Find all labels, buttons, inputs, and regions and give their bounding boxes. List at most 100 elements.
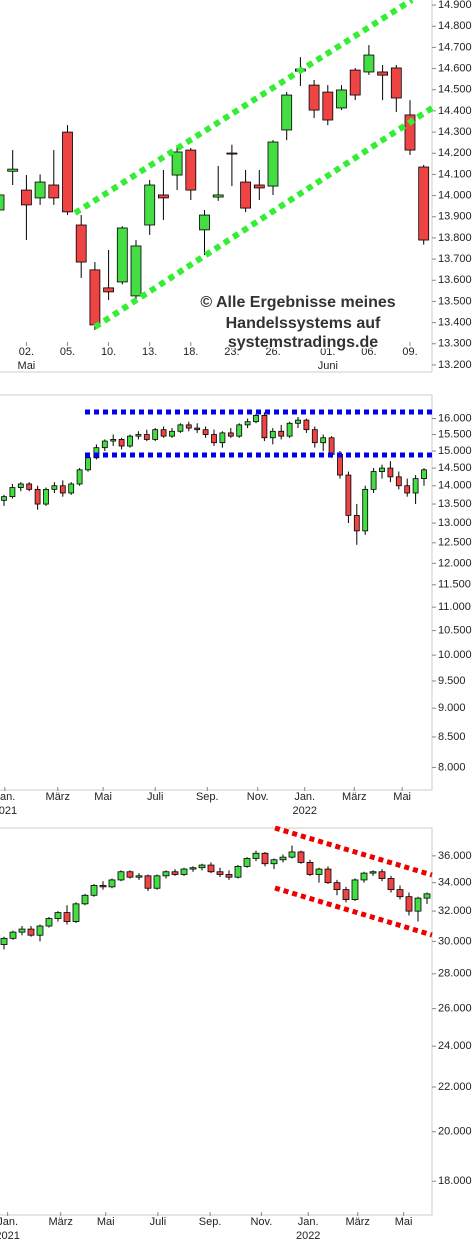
- candle-body: [370, 471, 377, 490]
- candle-body: [9, 931, 17, 939]
- candle-body: [278, 430, 285, 437]
- candle-body: [118, 439, 125, 447]
- candle-body: [171, 151, 183, 176]
- overlay: © Alle Ergebnisse meines Handelssystems …: [73, 0, 434, 938]
- x-tick-label: März: [46, 791, 70, 803]
- y-tick-label: 13.200: [438, 359, 472, 371]
- candle-body: [342, 889, 350, 900]
- y-tick-label: 18.000: [438, 1175, 472, 1187]
- candle-body: [0, 194, 5, 211]
- candle-body: [54, 912, 62, 919]
- candle-body: [17, 483, 24, 488]
- candle-body: [306, 862, 314, 875]
- y-tick-label: 36.000: [438, 850, 472, 862]
- candle-body: [227, 432, 234, 437]
- candle-body: [252, 852, 260, 859]
- candle-body: [127, 435, 133, 447]
- candle-body: [152, 429, 159, 440]
- x-tick-label: März: [345, 1216, 369, 1228]
- candle-body: [34, 181, 46, 199]
- candle-body: [387, 878, 395, 891]
- x-tick-label: Juli: [150, 1216, 167, 1228]
- y-tick-label: 9.500: [438, 675, 466, 687]
- candle-body: [261, 852, 269, 865]
- candle-body: [279, 856, 287, 861]
- y-tick-label: 14.500: [438, 84, 472, 96]
- candle-body: [1, 496, 7, 501]
- candle-body: [85, 457, 91, 471]
- candle-body: [412, 478, 419, 494]
- candle-body: [144, 184, 156, 226]
- candle-body: [81, 894, 89, 905]
- candle-body: [153, 875, 161, 889]
- candle-body: [103, 287, 114, 293]
- trend-channel: [274, 825, 433, 878]
- candle-body: [194, 427, 201, 431]
- candle-body: [414, 897, 422, 912]
- x-tick-label: 06.: [361, 346, 376, 358]
- y-tick-label: 12.000: [438, 557, 472, 569]
- y-tick-label: 13.600: [438, 274, 472, 286]
- candle-body: [336, 89, 347, 109]
- candle-body: [297, 851, 305, 863]
- panel-border: [0, 394, 433, 791]
- candle-body: [76, 469, 83, 485]
- candle-body: [212, 194, 224, 198]
- candle-body: [369, 871, 377, 874]
- y-tick-label: 13.900: [438, 211, 472, 223]
- x-sublabel: 2021: [0, 805, 17, 817]
- y-tick-label: 13.800: [438, 232, 472, 244]
- candle-body: [157, 194, 169, 199]
- x-sublabel: 2022: [292, 805, 316, 817]
- x-sublabel: 2021: [0, 1230, 20, 1242]
- x-tick-label: 05.: [60, 346, 75, 358]
- candle-body: [395, 476, 402, 487]
- candle-body: [162, 871, 170, 877]
- x-tick-label: Nov.: [250, 1216, 272, 1228]
- candle-body: [0, 937, 8, 945]
- y-tick-label: 13.300: [438, 338, 472, 350]
- candle-body: [20, 189, 32, 206]
- y-tick-label: 13.000: [438, 517, 472, 529]
- y-tick-label: 13.500: [438, 498, 472, 510]
- x-tick-label: 23.: [224, 346, 239, 358]
- candle-body: [363, 54, 375, 73]
- candle-body: [144, 875, 152, 889]
- candle-body: [288, 851, 296, 858]
- candle-body: [295, 419, 301, 424]
- x-tick-label: 18.: [183, 346, 198, 358]
- y-tick-label: 13.500: [438, 295, 472, 307]
- candle-body: [226, 152, 238, 155]
- candle-body: [169, 430, 175, 437]
- candle-body: [269, 430, 276, 439]
- y-tick-label: 13.700: [438, 253, 472, 265]
- candle-body: [9, 487, 16, 498]
- trend-channel: [93, 105, 434, 330]
- candle-body: [270, 859, 278, 865]
- y-tick-label: 14.100: [438, 168, 472, 180]
- x-sublabel: Mai: [18, 360, 36, 372]
- candle-body: [396, 889, 404, 898]
- candle-body: [362, 488, 369, 532]
- candle-body: [303, 419, 310, 431]
- candle-body: [108, 879, 116, 888]
- candle-body: [180, 868, 188, 875]
- candle-body: [43, 488, 49, 505]
- candle-body: [110, 439, 117, 442]
- x-tick-label: 13.: [142, 346, 157, 358]
- y-tick-label: 9.000: [438, 702, 466, 714]
- panel-border: [0, 827, 433, 1216]
- candle-body: [328, 437, 335, 455]
- candle-body: [7, 168, 19, 172]
- candle-body: [404, 485, 411, 494]
- candle-body: [345, 474, 352, 516]
- candle-body: [353, 514, 360, 532]
- candle-body: [171, 871, 179, 875]
- candle-body: [378, 871, 386, 879]
- x-tick-label: Jan.: [294, 791, 315, 803]
- candle-body: [72, 903, 80, 922]
- candle-body: [421, 469, 427, 480]
- candle-body: [216, 871, 224, 875]
